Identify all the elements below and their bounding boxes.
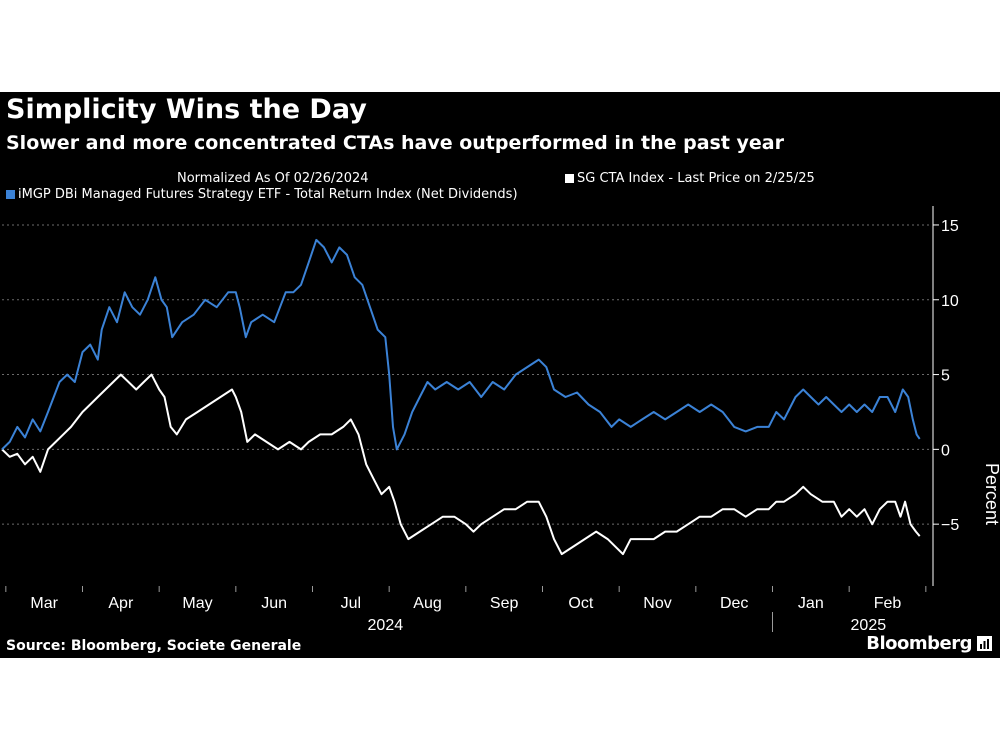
legend-item-sg-cta: SG CTA Index - Last Price on 2/25/25 (565, 171, 815, 186)
x-tick-label: May (182, 595, 212, 612)
legend-swatch-white (565, 174, 574, 183)
x-tick-label: Oct (568, 595, 593, 612)
legend-item-imgp: iMGP DBi Managed Futures Strategy ETF - … (6, 187, 518, 202)
legend-label-sg-cta: SG CTA Index - Last Price on 2/25/25 (577, 171, 815, 186)
x-tick-label: Feb (874, 595, 902, 612)
legend-label-imgp: iMGP DBi Managed Futures Strategy ETF - … (18, 187, 518, 202)
chart-panel: −5 0 5 10 15 Percent Mar Apr May Jun Jul Aug Sep Oct N… (0, 92, 1000, 658)
x-year-label: 2025 (851, 617, 887, 634)
x-tick-label: Jun (261, 595, 287, 612)
y-tick-label: 15 (941, 218, 959, 235)
y-axis-label: Percent (982, 463, 1000, 525)
x-tick-label: Sep (490, 595, 519, 612)
x-tick-label: Dec (720, 595, 748, 612)
y-tick-label: −5 (941, 517, 959, 534)
series-line-imgp (1, 238, 921, 451)
x-tick-label: Aug (413, 595, 441, 612)
series-line-sg-cta (1, 373, 921, 556)
bloomberg-logo: Bloomberg (866, 633, 992, 654)
x-tick-label: Jan (798, 595, 824, 612)
x-tick-label: Nov (643, 595, 671, 612)
chart-subtitle: Slower and more concentrated CTAs have o… (6, 132, 784, 154)
y-tick-label: 10 (941, 293, 959, 310)
x-tick-label: Mar (30, 595, 58, 612)
chart-svg: −5 0 5 10 15 Percent Mar Apr May Jun Jul Aug Sep Oct N… (1, 206, 1000, 634)
y-tick-label: 0 (941, 442, 950, 459)
normalization-note: Normalized As Of 02/26/2024 (177, 171, 369, 186)
brand-text: Bloomberg (866, 633, 972, 654)
source-note: Source: Bloomberg, Societe Generale (6, 638, 302, 654)
y-tick-label: 5 (941, 368, 950, 385)
chart-title: Simplicity Wins the Day (6, 94, 367, 125)
x-tick-label: Jul (341, 595, 361, 612)
x-tick-label: Apr (108, 595, 134, 612)
x-year-label: 2024 (368, 617, 404, 634)
legend-swatch-blue (6, 190, 15, 199)
bloomberg-chart-icon (977, 636, 992, 651)
